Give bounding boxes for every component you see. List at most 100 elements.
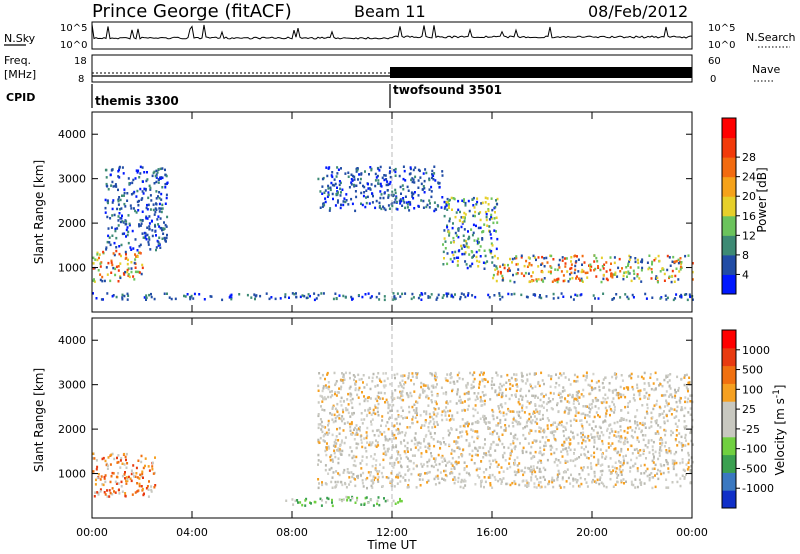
echo-cell (649, 373, 652, 376)
echo-cell (486, 197, 489, 200)
echo-cell (145, 206, 148, 210)
echo-cell (346, 408, 349, 412)
echo-cell (420, 452, 423, 455)
echo-cell (491, 433, 494, 436)
echo-cell (120, 243, 123, 247)
echo-cell (141, 263, 144, 267)
echo-cell (354, 382, 356, 385)
echo-cell (577, 396, 579, 399)
echo-cell (492, 410, 495, 414)
colorbar-tick-label: 8 (742, 249, 749, 262)
echo-cell (353, 459, 356, 463)
echo-cell (516, 437, 519, 441)
echo-cell (654, 371, 657, 375)
echo-cell (361, 203, 364, 207)
echo-cell (534, 420, 537, 424)
echo-cell (546, 261, 549, 264)
echo-cell (634, 422, 637, 425)
echo-cell (543, 429, 546, 433)
echo-cell (433, 432, 436, 435)
echo-cell (528, 389, 531, 393)
echo-cell (566, 270, 569, 273)
echo-cell (583, 448, 586, 451)
echo-cell (334, 455, 337, 459)
echo-cell (317, 426, 320, 430)
echo-cell (627, 264, 629, 267)
echo-cell (120, 485, 123, 488)
echo-cell (350, 295, 353, 299)
echo-cell (465, 244, 468, 248)
colorbar-swatch (722, 383, 736, 402)
echo-cell (127, 267, 130, 270)
echo-cell (490, 215, 493, 219)
echo-cell (479, 245, 482, 248)
echo-cell (477, 265, 480, 268)
echo-cell (644, 416, 647, 419)
echo-cell (475, 255, 478, 259)
echo-cell (570, 260, 572, 263)
echo-cell (487, 203, 490, 206)
echo-cell (614, 430, 617, 433)
echo-cell (334, 442, 337, 445)
echo-cell (155, 197, 158, 200)
echo-cell (339, 206, 342, 210)
echo-cell (115, 475, 118, 479)
echo-cell (514, 473, 517, 477)
echo-cell (614, 447, 617, 450)
echo-cell (576, 433, 579, 437)
echo-cell (365, 201, 368, 205)
echo-cell (118, 168, 120, 172)
echo-cell (474, 446, 477, 450)
velocity-ylabel: Slant Range [km] (32, 368, 46, 472)
echo-cell (573, 448, 576, 451)
echo-cell (372, 372, 375, 376)
echo-cell (399, 440, 402, 444)
echo-cell (519, 442, 521, 445)
echo-cell (579, 279, 582, 282)
echo-cell (502, 383, 505, 387)
echo-cell (353, 175, 356, 179)
echo-cell (488, 421, 491, 424)
echo-cell (677, 278, 680, 281)
echo-cell (618, 437, 621, 440)
echo-cell (619, 461, 622, 464)
echo-cell (665, 460, 668, 464)
echo-cell (121, 462, 124, 465)
echo-cell (550, 377, 553, 381)
echo-cell (113, 213, 116, 217)
echo-cell (340, 404, 343, 407)
echo-cell (452, 222, 454, 225)
echo-cell (550, 424, 553, 427)
echo-cell (683, 414, 686, 418)
echo-cell (628, 254, 631, 258)
echo-cell (419, 474, 422, 477)
echo-cell (604, 376, 607, 379)
echo-cell (531, 471, 534, 474)
echo-cell (448, 419, 451, 422)
echo-cell (337, 461, 340, 465)
echo-cell (391, 479, 394, 482)
echo-cell (147, 465, 150, 468)
echo-cell (628, 419, 631, 423)
echo-cell (592, 420, 595, 423)
echo-cell (591, 480, 594, 483)
echo-cell (482, 261, 485, 264)
echo-cell (476, 454, 479, 457)
echo-cell (508, 379, 511, 382)
echo-cell (331, 171, 334, 174)
echo-cell (111, 263, 114, 267)
echo-cell (534, 403, 537, 406)
echo-cell (445, 201, 448, 204)
echo-cell (337, 168, 340, 171)
echo-cell (591, 406, 594, 409)
echo-cell (397, 414, 400, 417)
echo-cell (410, 191, 413, 194)
echo-cell (474, 483, 477, 486)
echo-cell (398, 460, 401, 464)
echo-cell (679, 257, 682, 260)
echo-cell (592, 387, 595, 391)
echo-cell (157, 178, 160, 181)
echo-cell (614, 372, 616, 375)
echo-cell (613, 448, 616, 451)
echo-cell (414, 454, 416, 457)
